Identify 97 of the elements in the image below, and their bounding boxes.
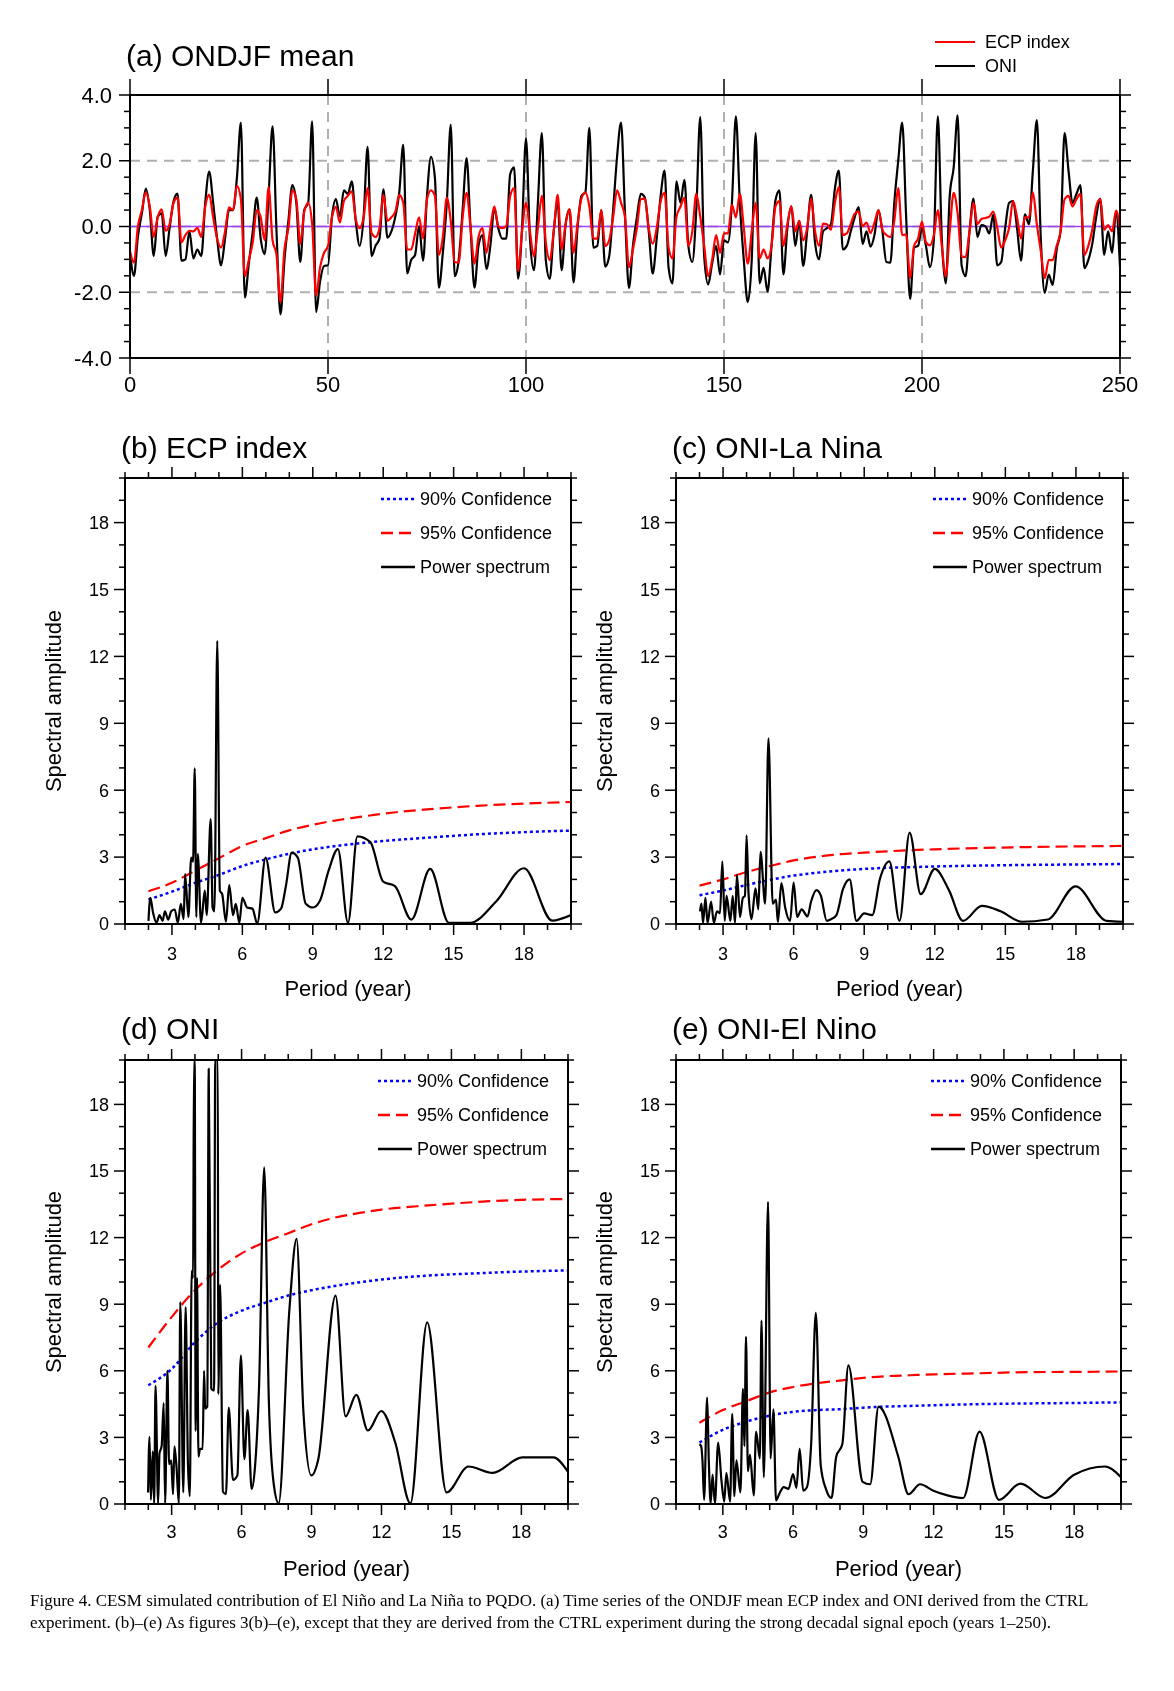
y-tick-label: 0	[98, 1494, 109, 1515]
legend-label: 95% Confidence	[417, 1105, 550, 1125]
legend-label: ECP index	[985, 32, 1070, 52]
y-tick-label: 9	[649, 1294, 660, 1315]
chart-title: (c) ONI-La Nina	[672, 431, 883, 464]
x-tick-label: 12	[373, 944, 394, 964]
x-tick-label: 15	[443, 944, 464, 964]
line-series	[130, 184, 1120, 304]
x-tick-label: 3	[718, 944, 729, 964]
x-tick-label: 150	[705, 372, 743, 397]
y-tick-label: 0	[98, 914, 109, 935]
y-axis-title: Spectral amplitude	[41, 1190, 66, 1374]
y-tick-label: -4.0	[74, 345, 112, 371]
legend-label: 90% Confidence	[417, 1071, 550, 1091]
chart-title: (a) ONDJF mean	[126, 39, 355, 72]
legend-label: 90% Confidence	[420, 489, 553, 509]
y-tick-label: 15	[639, 1161, 660, 1182]
line-series	[147, 829, 571, 901]
y-tick-label: -2.0	[74, 279, 112, 305]
x-tick-label: 100	[507, 372, 545, 397]
x-tick-label: 6	[237, 944, 248, 964]
y-tick-label: 6	[649, 1361, 660, 1382]
x-tick-label: 15	[993, 1522, 1014, 1542]
y-tick-label: 6	[98, 780, 109, 801]
legend-label: Power spectrum	[417, 1139, 548, 1159]
x-tick-label: 6	[788, 1522, 799, 1542]
y-axis-title: Spectral amplitude	[592, 609, 617, 793]
y-tick-label: 12	[88, 646, 109, 667]
x-tick-label: 200	[903, 372, 941, 397]
x-tick-label: 12	[924, 944, 945, 964]
y-tick-label: 9	[98, 713, 109, 734]
y-tick-label: 3	[98, 847, 109, 868]
chart-title: (b) ECP index	[121, 431, 308, 464]
y-tick-label: 12	[639, 646, 660, 667]
x-tick-label: 3	[166, 1522, 177, 1542]
chart-title: (e) ONI-El Nino	[672, 1012, 878, 1045]
x-tick-label: 18	[1064, 1522, 1085, 1542]
x-tick-label: 12	[923, 1522, 944, 1542]
y-tick-label: 3	[649, 1427, 660, 1448]
x-tick-label: 6	[788, 944, 799, 964]
y-tick-label: 6	[98, 1361, 109, 1382]
y-tick-label: 12	[639, 1227, 660, 1248]
x-axis-title: Period (year)	[282, 1556, 411, 1581]
x-tick-label: 9	[306, 1522, 317, 1542]
x-tick-label: 6	[236, 1522, 247, 1542]
y-tick-label: 9	[649, 713, 660, 734]
line-series	[698, 844, 1123, 887]
line-series	[698, 1370, 1121, 1424]
y-tick-label: 0.0	[81, 214, 112, 240]
x-tick-label: 15	[995, 944, 1016, 964]
legend-label: Power spectrum	[972, 557, 1103, 577]
y-tick-label: 0	[649, 914, 660, 935]
x-axis-title: Period (year)	[834, 1556, 963, 1581]
x-tick-label: 9	[307, 944, 318, 964]
y-axis-title: Spectral amplitude	[592, 1190, 617, 1374]
legend-label: ONI	[985, 56, 1018, 76]
x-tick-label: 9	[858, 1522, 869, 1542]
x-tick-label: 9	[859, 944, 870, 964]
y-tick-label: 18	[639, 1094, 660, 1115]
chart-title: (d) ONI	[121, 1012, 220, 1045]
x-tick-label: 12	[371, 1522, 392, 1542]
caption: Figure 4. CESM simulated contribution of El Niño and La Niña to PQDO. (a) Time series of the ONDJF mean ECP index and ONI derived from the CTRL experiment. (b)–(e) As figures 3(b)–(e), except that they are derived from the CTRL experiment during the strong decadal signal epoch (years 1–250).	[30, 1590, 1089, 1635]
y-tick-label: 15	[639, 579, 660, 600]
x-tick-label: 18	[1065, 944, 1086, 964]
line-series	[698, 862, 1123, 897]
y-tick-label: 18	[88, 512, 109, 533]
y-tick-label: 12	[88, 1227, 109, 1248]
x-tick-label: 50	[315, 372, 341, 397]
y-tick-label: 15	[88, 1161, 109, 1182]
y-tick-label: 6	[649, 780, 660, 801]
y-tick-label: 0	[649, 1494, 660, 1515]
y-tick-label: 15	[88, 579, 109, 600]
legend-label: 95% Confidence	[972, 523, 1105, 543]
y-tick-label: 9	[98, 1294, 109, 1315]
y-tick-label: 18	[639, 512, 660, 533]
x-tick-label: 18	[511, 1522, 532, 1542]
y-tick-label: 3	[98, 1427, 109, 1448]
line-series	[147, 800, 571, 893]
legend-label: 90% Confidence	[972, 489, 1105, 509]
x-axis-title: Period (year)	[284, 976, 412, 1001]
legend-label: 90% Confidence	[970, 1071, 1103, 1091]
y-tick-label: 3	[649, 847, 660, 868]
y-tick-label: 2.0	[81, 148, 112, 174]
x-axis-title: Period (year)	[835, 976, 964, 1001]
y-axis-title: Spectral amplitude	[41, 609, 66, 793]
legend-label: Power spectrum	[420, 557, 551, 577]
x-tick-label: 3	[166, 944, 177, 964]
x-tick-label: 3	[717, 1522, 728, 1542]
x-tick-label: 15	[441, 1522, 462, 1542]
x-tick-label: 18	[514, 944, 535, 964]
y-tick-label: 18	[88, 1094, 109, 1115]
legend-label: 95% Confidence	[970, 1105, 1103, 1125]
legend-label: 95% Confidence	[420, 523, 553, 543]
legend-label: Power spectrum	[970, 1139, 1101, 1159]
x-tick-label: 0	[123, 372, 137, 397]
x-tick-label: 250	[1101, 372, 1139, 397]
y-tick-label: 4.0	[81, 82, 112, 108]
